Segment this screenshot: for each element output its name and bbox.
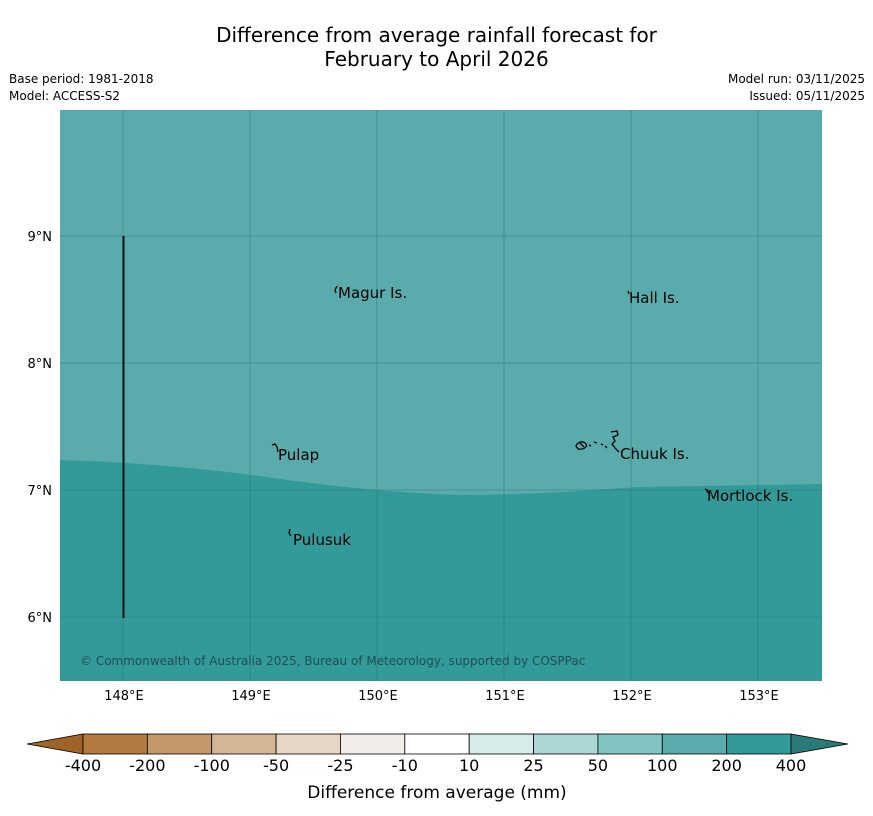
lon-label-150e: 150°E	[358, 689, 398, 704]
lon-label-148e: 148°E	[104, 689, 144, 704]
chuuk-lagoon-island-1	[575, 441, 588, 450]
colorbar-tick-labels: -400 -200 -100 -50 -25 -10 10 25 50 100 200 400	[65, 756, 806, 775]
colorbar-segment	[661, 733, 728, 755]
colorbar-tick: 25	[523, 756, 543, 775]
lon-label-149e: 149°E	[231, 689, 271, 704]
model-text: Model: ACCESS-S2	[9, 89, 121, 103]
lat-label-6n: 6°N	[28, 611, 53, 626]
colorbar	[26, 733, 849, 755]
colorbar-segment	[211, 733, 277, 755]
colorbar-segment	[597, 733, 663, 755]
magur-island-shape	[334, 285, 338, 294]
copyright-text: © Commonwealth of Australia 2025, Bureau…	[80, 654, 585, 668]
mortlock-island-shape	[704, 488, 709, 494]
colorbar-tick: -400	[65, 756, 101, 775]
hall-island-shape	[627, 290, 630, 295]
rainfall-zone-200-400	[60, 460, 822, 681]
colorbar-segment	[146, 733, 213, 755]
pulusuk-island-shape	[288, 528, 292, 537]
lat-label-7n: 7°N	[28, 484, 53, 499]
colorbar-segment	[340, 733, 406, 755]
place-label-pulusuk: Pulusuk	[293, 531, 351, 549]
colorbar-segment	[726, 733, 792, 755]
latitude-labels: 9°N 8°N 7°N 6°N	[28, 230, 53, 626]
colorbar-tick: 200	[711, 756, 742, 775]
colorbar-tick: -100	[194, 756, 230, 775]
model-run-text: Model run: 03/11/2025	[727, 72, 865, 86]
lat-label-9n: 9°N	[28, 230, 53, 245]
colorbar-segment	[468, 733, 534, 755]
colorbar-tick: 400	[776, 756, 807, 775]
lon-label-152e: 152°E	[612, 689, 652, 704]
chuuk-lagoon-reef-east	[610, 430, 620, 453]
colorbar-tick: 10	[459, 756, 479, 775]
map-title-line-2: February to April 2026	[324, 47, 549, 71]
lon-label-151e: 151°E	[485, 689, 525, 704]
chuuk-lagoon-islets	[588, 441, 608, 449]
colorbar-tick: -25	[327, 756, 353, 775]
colorbar-extend-low	[26, 733, 84, 755]
colorbar-tick: 50	[588, 756, 608, 775]
map-title-line-1: Difference from average rainfall forecas…	[216, 23, 657, 47]
pulap-island-shape	[271, 443, 279, 453]
meta-left: Base period: 1981-2018 Model: ACCESS-S2	[9, 71, 154, 105]
meta-right: Model run: 03/11/2025 Issued: 05/11/2025	[728, 71, 865, 105]
colorbar-label: Difference from average (mm)	[307, 783, 566, 803]
colorbar-tick: 100	[647, 756, 678, 775]
colorbar-extend-high	[790, 733, 849, 755]
colorbar-segment	[404, 733, 470, 755]
longitude-labels: 148°E 149°E 150°E 151°E 152°E 153°E	[104, 689, 779, 704]
colorbar-segment	[82, 733, 148, 755]
island-outlines	[271, 285, 709, 537]
colorbar-segment	[275, 733, 341, 755]
colorbar-tick: -50	[263, 756, 289, 775]
base-period-text: Base period: 1981-2018	[9, 72, 154, 86]
place-label-chuuk: Chuuk Is.	[620, 445, 689, 463]
lon-label-153e: 153°E	[739, 689, 779, 704]
lat-label-8n: 8°N	[28, 357, 53, 372]
map-panel: Magur Is. Hall Is. Pulap Chuuk Is. Mortl…	[60, 110, 822, 681]
issued-text: Issued: 05/11/2025	[749, 89, 865, 103]
colorbar-tick: -200	[129, 756, 165, 775]
place-label-hall: Hall Is.	[629, 289, 680, 307]
place-label-magur: Magur Is.	[338, 284, 407, 302]
place-label-pulap: Pulap	[278, 446, 319, 464]
place-label-mortlock: Mortlock Is.	[707, 487, 793, 505]
colorbar-tick: -10	[392, 756, 418, 775]
colorbar-segment	[533, 733, 599, 755]
